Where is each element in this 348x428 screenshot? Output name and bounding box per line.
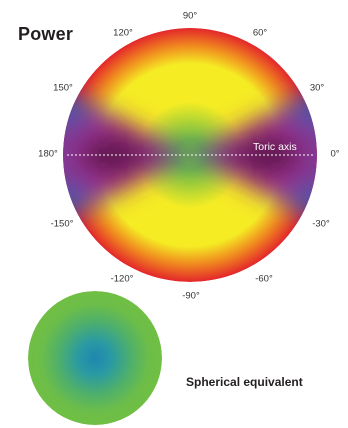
angle-label-n60: -60° (255, 273, 273, 285)
angle-label-60: 60° (252, 27, 268, 39)
angle-label-n90: -90° (182, 290, 200, 302)
angle-label-150: 150° (53, 82, 73, 94)
angle-label-n150: -150° (50, 218, 74, 230)
toric-axis-label: Toric axis (253, 141, 297, 153)
spherical-equivalent-label: Spherical equivalent (186, 375, 303, 389)
angle-label-90: 90° (182, 10, 198, 22)
angle-label-n120: -120° (110, 273, 134, 285)
power-map-graphic (63, 28, 317, 282)
angle-label-0: 0° (330, 148, 340, 160)
angle-label-180: 180° (38, 148, 58, 160)
power-map (63, 28, 317, 282)
angle-label-n30: -30° (312, 218, 330, 230)
spherical-equivalent-map (28, 291, 162, 425)
spherical-equivalent-graphic (28, 291, 162, 425)
power-title: Power (18, 24, 74, 44)
angle-label-30: 30° (309, 82, 325, 94)
angle-label-120: 120° (113, 27, 133, 39)
